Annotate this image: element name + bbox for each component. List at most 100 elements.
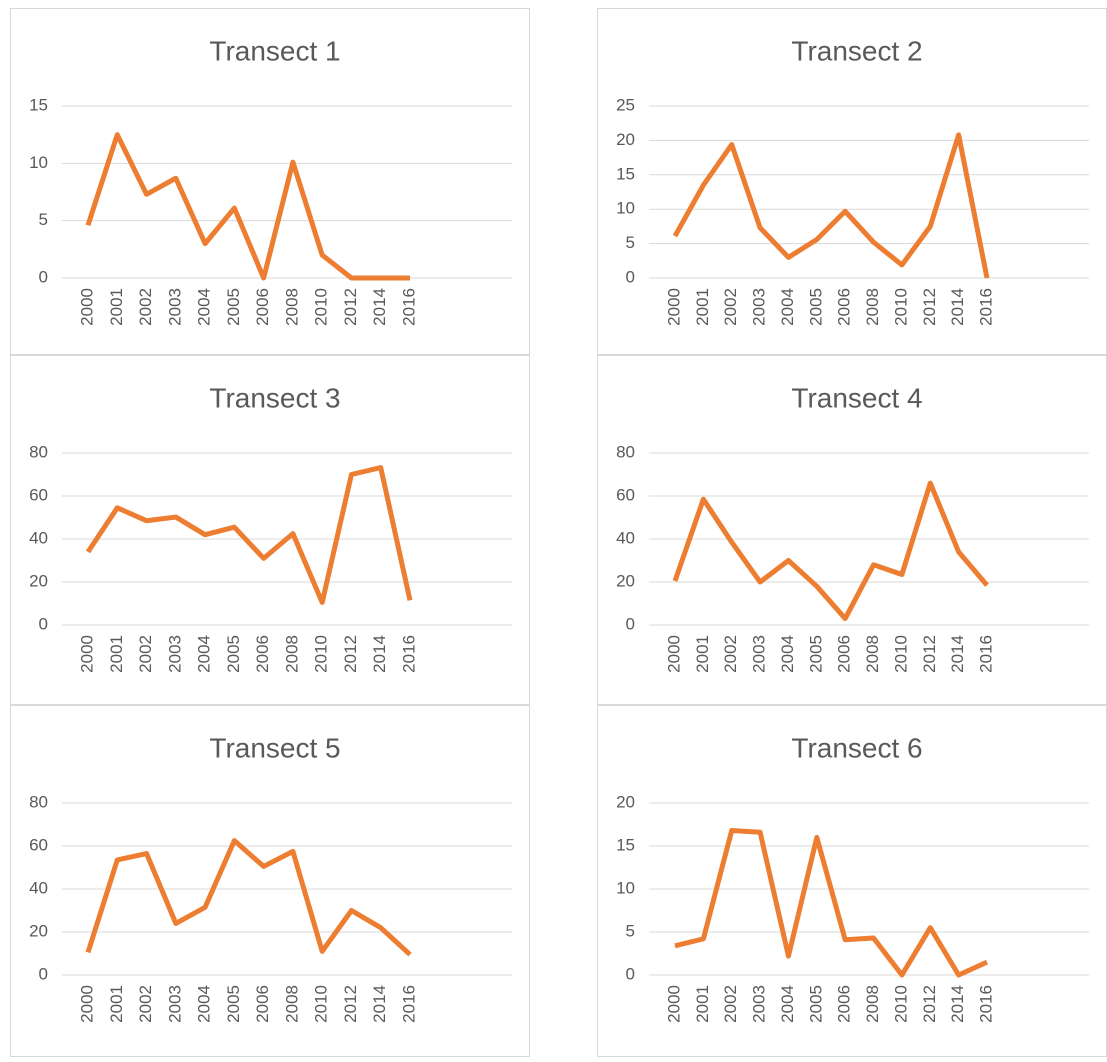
x-tick-label: 2014: [948, 985, 967, 1023]
x-tick-label: 2000: [664, 635, 683, 673]
y-tick-label: 0: [626, 964, 635, 983]
chart-panel: Transect 2 0 5 10 15 20 25 2000 2001 2002 2003 2004…: [597, 8, 1107, 355]
x-tick-label: 2014: [370, 635, 389, 673]
data-line: [85, 465, 413, 605]
chart-panel: Transect 1 0 5 10 15 2000 2001 2002 2003 2004 2005…: [10, 8, 530, 355]
x-tick-label: 2001: [107, 985, 126, 1023]
x-tick-label: 2016: [976, 985, 995, 1023]
y-tick-label: 0: [39, 614, 48, 633]
x-tick-label: 2004: [778, 288, 797, 326]
x-tick-label: 2001: [693, 985, 712, 1023]
x-tick-label: 2000: [664, 985, 683, 1023]
data-line: [85, 132, 410, 281]
chart-panel: Transect 5 0 20 40 60 80 2000 2001 2002 2003 2004 2…: [10, 705, 530, 1057]
x-tick-label: 2016: [976, 635, 995, 673]
x-tick-label: 2006: [253, 635, 272, 673]
x-tick-label: 2010: [312, 635, 331, 673]
x-tick-label: 2000: [664, 288, 683, 326]
x-tick-label: 2002: [721, 288, 740, 326]
y-tick-label: 20: [616, 130, 635, 149]
x-tick-label: 2010: [312, 288, 331, 326]
x-tick-label: 2001: [693, 288, 712, 326]
x-tick-label: 2003: [750, 635, 769, 673]
y-tick-label: 5: [626, 921, 635, 940]
x-tick-label: 2010: [891, 635, 910, 673]
y-tick-label: 80: [29, 792, 48, 811]
x-tick-label: 2012: [920, 985, 939, 1023]
x-tick-label: 2016: [399, 635, 418, 673]
x-tick-label: 2014: [948, 635, 967, 673]
x-tick-label: 2014: [948, 288, 967, 326]
x-tick-label: 2000: [77, 985, 96, 1023]
x-tick-label: 2003: [165, 985, 184, 1023]
x-tick-label: 2005: [806, 288, 825, 326]
x-tick-label: 2004: [195, 635, 214, 673]
data-line: [672, 132, 990, 279]
y-tick-label: 10: [616, 199, 635, 218]
panel-border: [10, 8, 530, 355]
chart-panel: Transect 4 0 20 40 60 80 2000 2001 2002 2003 2004 2…: [597, 355, 1107, 705]
chart-title: Transect 4: [791, 382, 922, 413]
y-tick-label: 60: [29, 835, 48, 854]
y-tick-label: 0: [39, 964, 48, 983]
y-tick-label: 0: [39, 267, 48, 286]
x-tick-label: 2006: [835, 985, 854, 1023]
x-tick-label: 2012: [920, 288, 939, 326]
x-tick-label: 2008: [863, 985, 882, 1023]
x-tick-label: 2002: [136, 985, 155, 1023]
data-line: [85, 838, 412, 957]
x-tick-label: 2010: [312, 985, 331, 1023]
x-tick-label: 2004: [195, 288, 214, 326]
x-tick-label: 2002: [721, 635, 740, 673]
x-tick-label: 2008: [282, 288, 301, 326]
x-tick-label: 2016: [976, 288, 995, 326]
chart-title: Transect 1: [209, 35, 340, 66]
x-tick-label: 2001: [693, 635, 712, 673]
x-tick-label: 2005: [224, 635, 243, 673]
data-line: [674, 828, 989, 978]
x-tick-label: 2012: [341, 288, 360, 326]
x-tick-label: 2006: [835, 635, 854, 673]
x-tick-label: 2012: [920, 635, 939, 673]
x-tick-label: 2002: [136, 288, 155, 326]
x-tick-label: 2005: [224, 985, 243, 1023]
x-tick-label: 2004: [778, 635, 797, 673]
x-tick-label: 2005: [806, 635, 825, 673]
chart-title: Transect 5: [209, 732, 340, 763]
x-tick-label: 2004: [778, 985, 797, 1023]
chart-panel: Transect 3 0 20 40 60 80 2000 2001 2002 2003 2004 2…: [10, 355, 530, 705]
x-tick-label: 2006: [253, 985, 272, 1023]
chart-title: Transect 2: [791, 35, 922, 66]
x-tick-label: 2016: [399, 288, 418, 326]
chart-panel: Transect 6 0 5 10 15 20 2000 2001 2002 2003 2004 20…: [597, 705, 1107, 1057]
x-tick-label: 2003: [165, 288, 184, 326]
x-tick-label: 2008: [863, 635, 882, 673]
x-tick-label: 2002: [721, 985, 740, 1023]
x-tick-label: 2010: [891, 985, 910, 1023]
y-tick-label: 40: [29, 878, 48, 897]
y-tick-label: 25: [616, 95, 635, 114]
y-tick-label: 80: [29, 442, 48, 461]
x-tick-label: 2008: [863, 288, 882, 326]
y-tick-label: 0: [626, 267, 635, 286]
x-tick-label: 2008: [282, 985, 301, 1023]
x-tick-label: 2005: [224, 288, 243, 326]
y-tick-label: 10: [616, 878, 635, 897]
x-tick-label: 2003: [165, 635, 184, 673]
y-tick-label: 60: [29, 485, 48, 504]
y-tick-label: 60: [616, 485, 635, 504]
x-tick-label: 2002: [136, 635, 155, 673]
y-tick-label: 10: [29, 153, 48, 172]
x-tick-label: 2001: [107, 288, 126, 326]
x-tick-label: 2003: [750, 288, 769, 326]
y-tick-label: 5: [626, 233, 635, 252]
x-tick-label: 2006: [253, 288, 272, 326]
y-tick-label: 40: [616, 528, 635, 547]
y-tick-label: 15: [29, 95, 48, 114]
x-tick-label: 2016: [399, 985, 418, 1023]
y-tick-label: 20: [616, 792, 635, 811]
y-tick-label: 20: [616, 571, 635, 590]
x-tick-label: 2008: [282, 635, 301, 673]
x-tick-label: 2010: [891, 288, 910, 326]
x-tick-label: 2000: [77, 288, 96, 326]
